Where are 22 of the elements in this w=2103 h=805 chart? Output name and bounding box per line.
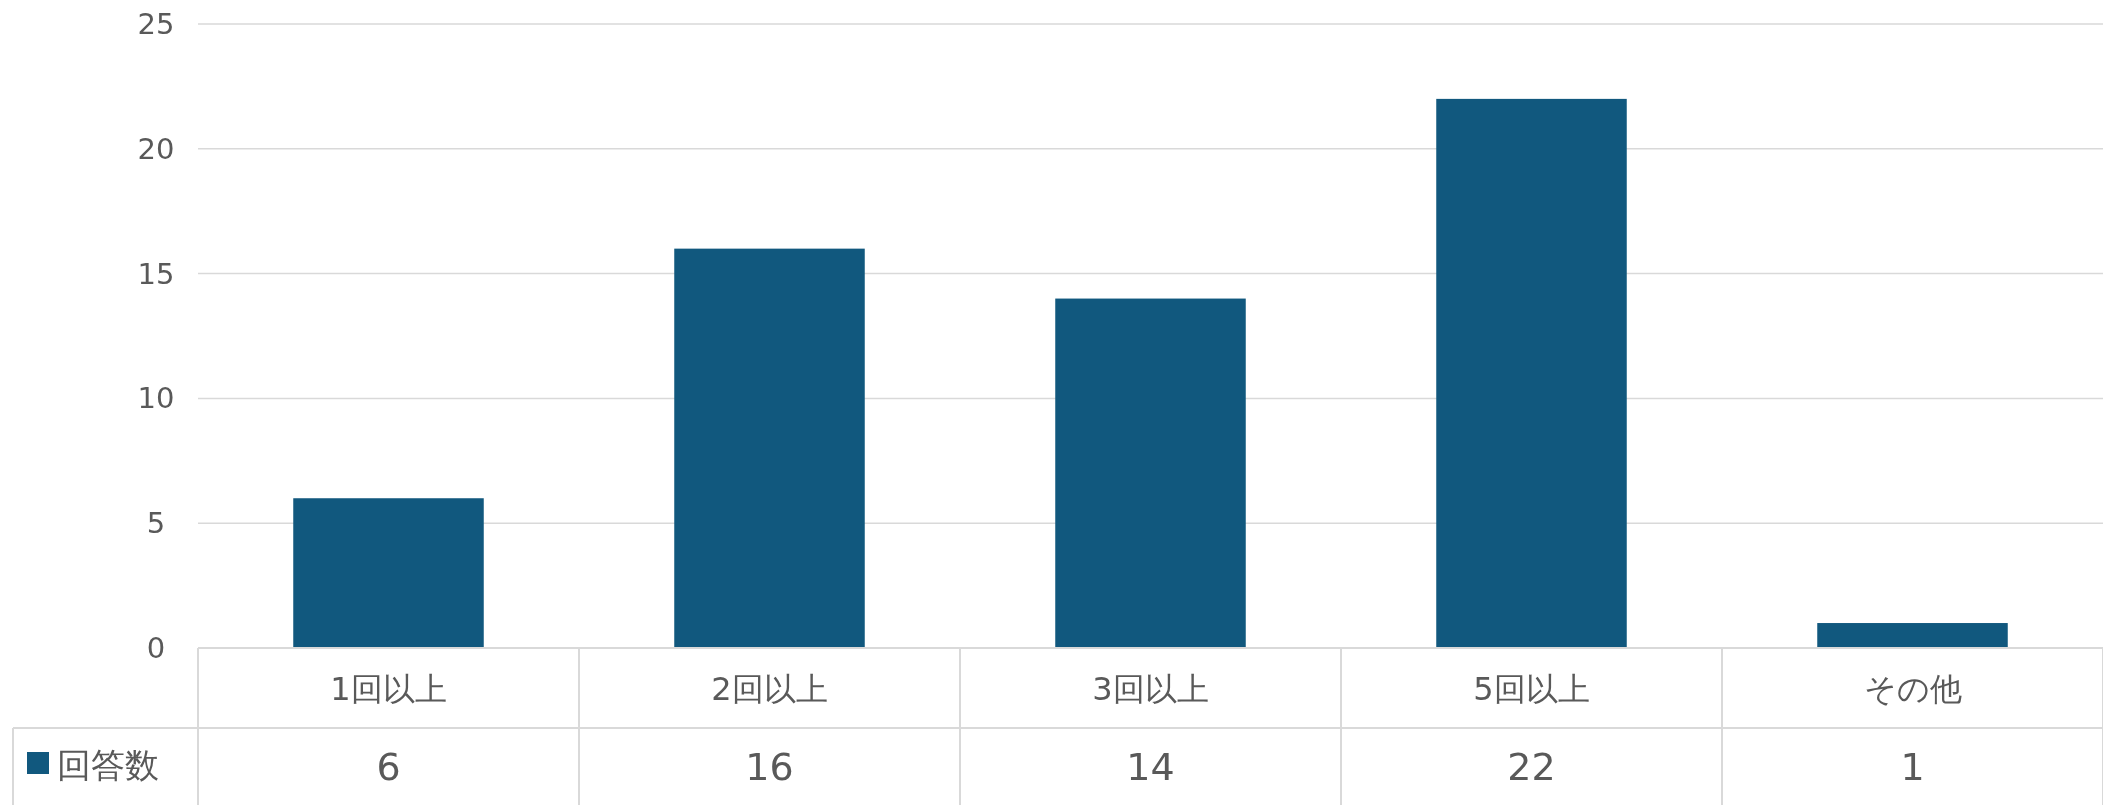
bar <box>293 498 484 648</box>
bar <box>1055 298 1246 648</box>
data-label: 6 <box>376 745 401 789</box>
bar <box>1436 98 1627 648</box>
y-tick-label: 10 <box>137 381 175 416</box>
y-tick-label: 0 <box>146 631 166 665</box>
x-tick-label: 3回以上 <box>1092 670 1209 708</box>
x-tick-label: 2回以上 <box>711 670 828 708</box>
legend-label: 回答数 <box>57 745 159 785</box>
y-tick-label: 5 <box>146 506 166 541</box>
data-label: 22 <box>1507 745 1556 789</box>
x-tick-label: 5回以上 <box>1473 670 1590 708</box>
y-tick-label: 15 <box>137 256 175 291</box>
data-label: 14 <box>1126 745 1175 789</box>
x-tick-label: その他 <box>1863 670 1962 708</box>
bar <box>1817 623 2008 648</box>
data-label: 16 <box>745 745 794 789</box>
y-tick-label: 25 <box>137 7 175 41</box>
y-tick-label: 20 <box>137 131 175 166</box>
data-label: 1 <box>1900 745 1925 789</box>
bar <box>674 248 865 648</box>
x-tick-label: 1回以上 <box>330 670 447 708</box>
